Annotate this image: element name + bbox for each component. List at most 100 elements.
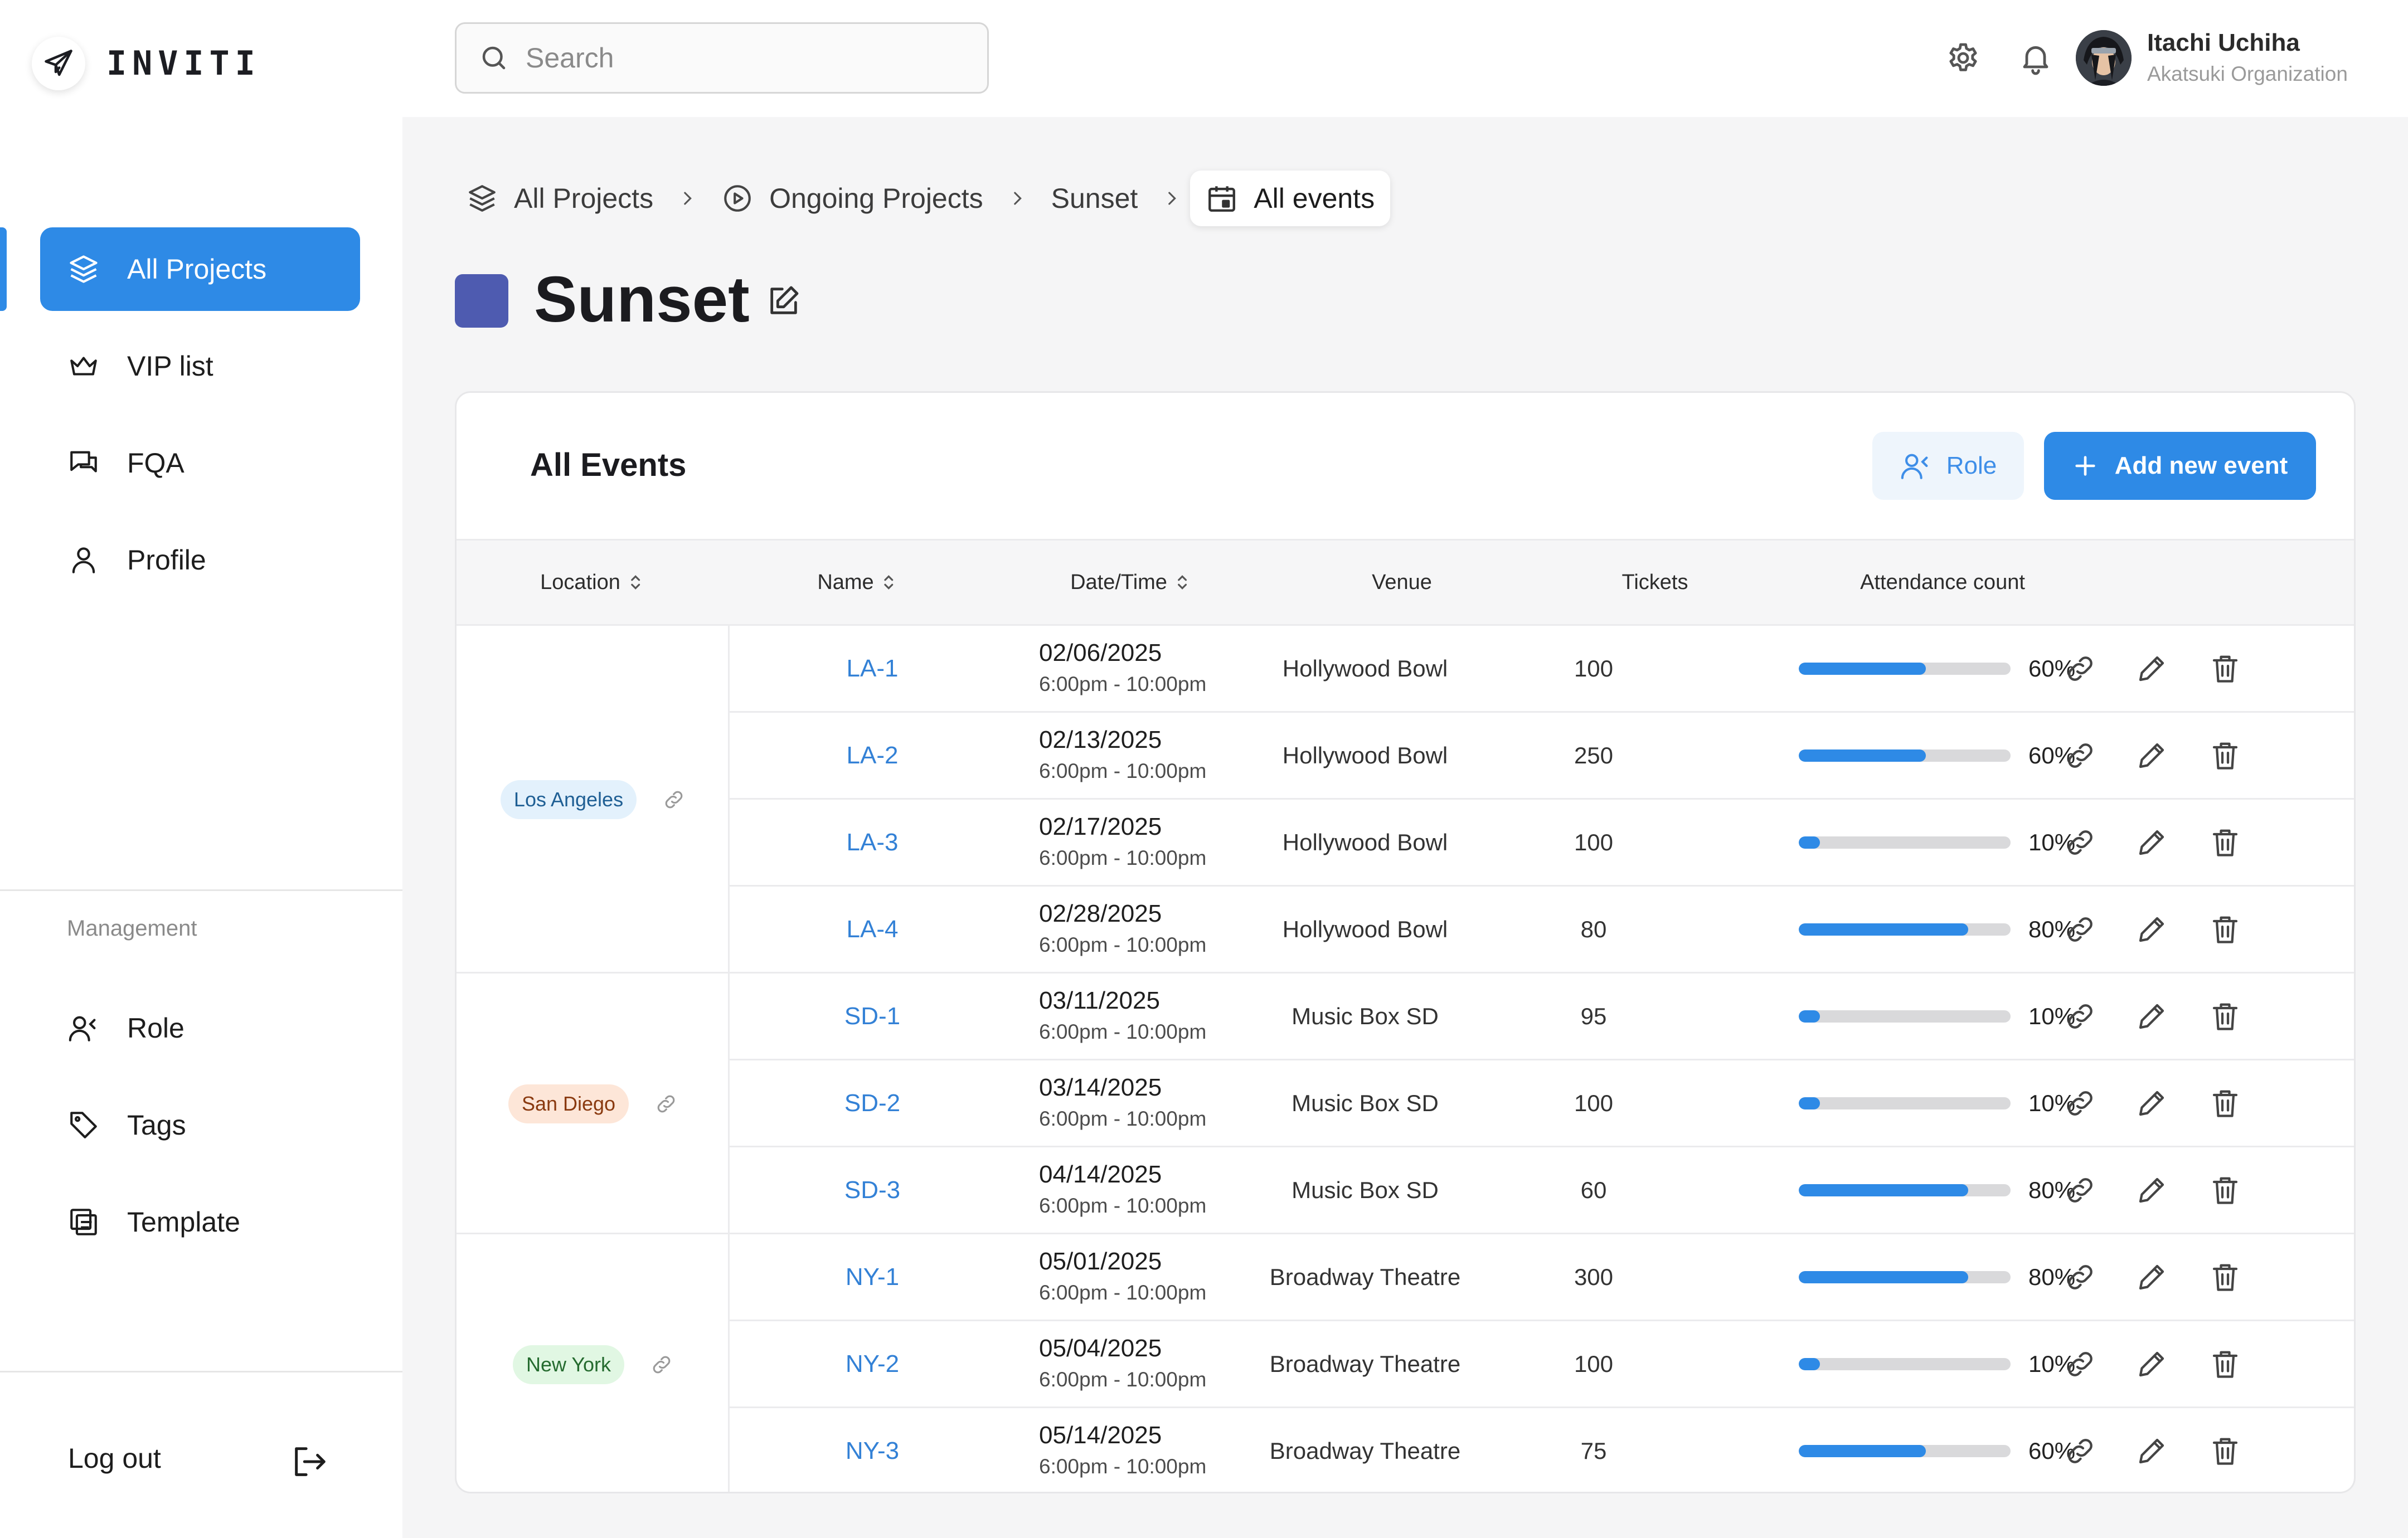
edit-pencil-icon[interactable] bbox=[2132, 1258, 2171, 1297]
chat-icon bbox=[67, 446, 100, 480]
active-nav-indicator bbox=[0, 227, 7, 311]
copy-link-icon[interactable] bbox=[2061, 910, 2100, 949]
attendance-bar-fill bbox=[1799, 1358, 1820, 1370]
logout-link[interactable]: Log out bbox=[68, 1443, 161, 1474]
user-avatar[interactable] bbox=[2076, 30, 2132, 86]
delete-trash-icon[interactable] bbox=[2206, 1084, 2245, 1123]
edit-title-icon[interactable] bbox=[766, 283, 802, 319]
copy-link-icon[interactable] bbox=[2061, 823, 2100, 862]
delete-trash-icon[interactable] bbox=[2206, 1258, 2245, 1297]
event-name-link[interactable]: NY-1 bbox=[845, 1263, 900, 1291]
sidebar-item-all-projects[interactable]: All Projects bbox=[40, 227, 360, 311]
column-header-datetime[interactable]: Date/Time bbox=[1070, 541, 1190, 624]
table-row: SD-2 03/14/2025 6:00pm - 10:00pm Music Box … bbox=[730, 1060, 2354, 1147]
user-organization: Akatsuki Organization bbox=[2147, 62, 2348, 85]
chevron-right-icon bbox=[1162, 189, 1181, 208]
layers-icon bbox=[466, 182, 498, 215]
event-date: 05/04/2025 bbox=[1039, 1335, 1162, 1362]
location-badge[interactable]: New York bbox=[512, 1345, 625, 1384]
delete-trash-icon[interactable] bbox=[2206, 823, 2245, 862]
sidebar-item-fqa[interactable]: FQA bbox=[40, 421, 360, 505]
attendance-bar-fill bbox=[1799, 836, 1820, 849]
event-time: 6:00pm - 10:00pm bbox=[1039, 760, 1207, 782]
breadcrumb-all-projects[interactable]: All Projects bbox=[466, 182, 653, 215]
delete-trash-icon[interactable] bbox=[2206, 1345, 2245, 1384]
notification-bell-icon[interactable] bbox=[2016, 38, 2056, 78]
event-date: 02/06/2025 bbox=[1039, 639, 1162, 666]
settings-gear-icon[interactable] bbox=[1943, 38, 1983, 78]
breadcrumb-all-events[interactable]: All events bbox=[1190, 171, 1391, 226]
sidebar-item-vip-list[interactable]: VIP list bbox=[40, 324, 360, 408]
crown-icon bbox=[67, 349, 100, 383]
attendance-percent: 60% bbox=[2028, 655, 2076, 682]
edit-pencil-icon[interactable] bbox=[2132, 1084, 2171, 1123]
location-badge[interactable]: San Diego bbox=[508, 1084, 629, 1123]
event-name-link[interactable]: NY-3 bbox=[845, 1437, 900, 1464]
event-time: 6:00pm - 10:00pm bbox=[1039, 1194, 1207, 1217]
sidebar-item-tags[interactable]: Tags bbox=[40, 1083, 360, 1167]
role-button[interactable]: Role bbox=[1872, 432, 2024, 500]
event-name-link[interactable]: LA-3 bbox=[846, 828, 899, 856]
play-circle-icon bbox=[721, 182, 754, 215]
card-title: All Events bbox=[530, 447, 687, 483]
breadcrumb-ongoing-projects[interactable]: Ongoing Projects bbox=[721, 182, 983, 215]
event-tickets: 95 bbox=[1580, 1002, 1607, 1029]
search-box[interactable] bbox=[455, 22, 989, 94]
edit-pencil-icon[interactable] bbox=[2132, 1432, 2171, 1471]
event-name-link[interactable]: LA-2 bbox=[846, 741, 899, 769]
column-header-name[interactable]: Name bbox=[817, 541, 896, 624]
location-group bbox=[457, 1234, 730, 1492]
event-venue: Music Box SD bbox=[1292, 1089, 1439, 1116]
search-input[interactable] bbox=[525, 41, 962, 75]
add-new-event-button[interactable]: Add new event bbox=[2044, 432, 2316, 500]
event-venue: Broadway Theatre bbox=[1269, 1350, 1461, 1377]
copy-link-icon[interactable] bbox=[2061, 1171, 2100, 1210]
copy-link-icon[interactable] bbox=[2061, 1258, 2100, 1297]
event-name-link[interactable]: SD-2 bbox=[844, 1089, 901, 1117]
event-venue: Music Box SD bbox=[1292, 1002, 1439, 1029]
delete-trash-icon[interactable] bbox=[2206, 910, 2245, 949]
breadcrumb-sunset[interactable]: Sunset bbox=[1051, 182, 1138, 215]
event-name-link[interactable]: NY-2 bbox=[845, 1350, 900, 1378]
app-logo[interactable]: INVITI bbox=[32, 37, 261, 90]
attendance-bar-fill bbox=[1799, 1271, 1968, 1283]
user-name: Itachi Uchiha bbox=[2147, 29, 2300, 56]
event-name-link[interactable]: SD-3 bbox=[844, 1176, 901, 1204]
delete-trash-icon[interactable] bbox=[2206, 1171, 2245, 1210]
delete-trash-icon[interactable] bbox=[2206, 649, 2245, 688]
copy-link-icon[interactable] bbox=[2061, 736, 2100, 775]
edit-pencil-icon[interactable] bbox=[2132, 736, 2171, 775]
location-group bbox=[457, 626, 730, 974]
link-icon[interactable] bbox=[650, 1353, 673, 1376]
edit-pencil-icon[interactable] bbox=[2132, 649, 2171, 688]
edit-pencil-icon[interactable] bbox=[2132, 1345, 2171, 1384]
copy-link-icon[interactable] bbox=[2061, 1084, 2100, 1123]
event-name-link[interactable]: LA-1 bbox=[846, 654, 899, 682]
delete-trash-icon[interactable] bbox=[2206, 997, 2245, 1036]
location-cell: New York bbox=[457, 1234, 730, 1492]
search-icon bbox=[479, 43, 509, 73]
sidebar-item-template[interactable]: Template bbox=[40, 1180, 360, 1264]
sidebar-item-profile[interactable]: Profile bbox=[40, 518, 360, 602]
copy-link-icon[interactable] bbox=[2061, 997, 2100, 1036]
logout-icon[interactable] bbox=[290, 1442, 329, 1481]
edit-pencil-icon[interactable] bbox=[2132, 823, 2171, 862]
edit-pencil-icon[interactable] bbox=[2132, 910, 2171, 949]
link-icon[interactable] bbox=[654, 1092, 678, 1116]
event-date: 02/13/2025 bbox=[1039, 726, 1162, 753]
sidebar-item-role[interactable]: Role bbox=[40, 986, 360, 1070]
column-header-location[interactable]: Location bbox=[540, 541, 643, 624]
delete-trash-icon[interactable] bbox=[2206, 1432, 2245, 1471]
event-name-link[interactable]: SD-1 bbox=[844, 1002, 901, 1030]
event-name-link[interactable]: LA-4 bbox=[846, 915, 899, 943]
copy-link-icon[interactable] bbox=[2061, 1432, 2100, 1471]
delete-trash-icon[interactable] bbox=[2206, 736, 2245, 775]
edit-pencil-icon[interactable] bbox=[2132, 997, 2171, 1036]
copy-link-icon[interactable] bbox=[2061, 1345, 2100, 1384]
copy-link-icon[interactable] bbox=[2061, 649, 2100, 688]
event-tickets: 100 bbox=[1574, 1089, 1614, 1116]
link-icon[interactable] bbox=[662, 788, 686, 811]
location-badge[interactable]: Los Angeles bbox=[500, 780, 637, 819]
edit-pencil-icon[interactable] bbox=[2132, 1171, 2171, 1210]
attendance-bar bbox=[1799, 1184, 2011, 1196]
